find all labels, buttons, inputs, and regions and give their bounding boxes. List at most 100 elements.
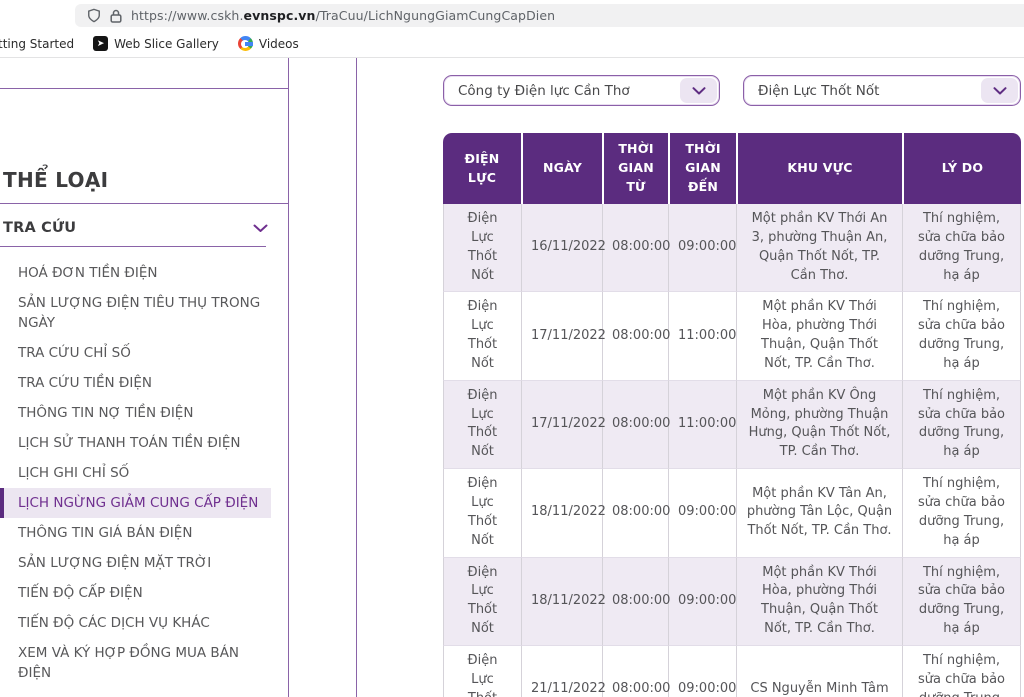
cell-ngay: 18/11/2022 <box>521 557 606 646</box>
cell-dien-luc: Điện Lực Thốt Nốt <box>443 645 521 697</box>
table-header-row: ĐIỆN LỰC NGÀY THỜI GIAN TỪ THỜI GIAN ĐẾN… <box>443 133 1021 204</box>
district-select-chevron[interactable] <box>981 78 1018 103</box>
cell-thoi-gian-den: 09:00:00 <box>668 204 736 293</box>
sidebar-item-label: TRA CỨU CHỈ SỐ <box>18 345 131 361</box>
cell-dien-luc: Điện Lực Thốt Nốt <box>443 204 521 293</box>
chevron-down-icon <box>692 86 705 94</box>
section-label: TRA CỨU <box>3 220 77 236</box>
cell-ngay: 17/11/2022 <box>521 292 606 381</box>
district-select[interactable]: Điện Lực Thốt Nốt <box>743 75 1021 106</box>
cell-khu-vuc: CS Nguyễn Minh Tâm <box>736 645 902 697</box>
table-row: Điện Lực Thốt Nốt 17/11/2022 08:00:00 11… <box>443 292 1021 381</box>
cell-thoi-gian-den: 09:00:00 <box>668 469 736 558</box>
content-divider <box>356 58 357 697</box>
sidebar-item[interactable]: SẢN LƯỢNG ĐIỆN MẶT TRỜI <box>0 548 271 578</box>
sidebar-item-label: LỊCH GHI CHỈ SỐ <box>18 465 130 481</box>
sidebar-heading: THỂ LOẠI <box>3 168 109 192</box>
sidebar-item-label: THÔNG TIN GIÁ BÁN ĐIỆN <box>18 525 193 541</box>
sidebar-item-label: THÔNG TIN NỢ TIỀN ĐIỆN <box>18 405 194 421</box>
sidebar-section-tra-cuu[interactable]: TRA CỨU <box>3 220 268 236</box>
cell-ngay: 21/11/2022 <box>521 645 606 697</box>
sidebar-item-label: XEM VÀ KÝ HỢP ĐỒNG MUA BÁN ĐIỆN <box>18 645 240 681</box>
table-row: Điện Lực Thốt Nốt 18/11/2022 08:00:00 09… <box>443 557 1021 646</box>
sidebar-item[interactable]: TRA CỨU TIỀN ĐIỆN <box>0 368 271 398</box>
cell-khu-vuc: Một phần KV Ông Mỏng, phường Thuận Hưng,… <box>736 380 902 470</box>
sidebar-item[interactable]: THÔNG TIN GIÁ BÁN ĐIỆN <box>0 518 271 548</box>
chevron-down-icon <box>253 224 268 232</box>
lock-icon <box>110 9 122 23</box>
cell-ly-do: Thí nghiệm, sửa chữa bảo dưỡng Trung, hạ… <box>902 292 1021 381</box>
divider <box>0 203 288 204</box>
google-icon <box>237 36 253 51</box>
bookmark-videos[interactable]: Videos <box>232 36 305 51</box>
browser-toolbar: https://www.cskh.evnspc.vn/TraCuu/LichNg… <box>0 0 1024 30</box>
cell-dien-luc: Điện Lực Thốt Nốt <box>443 292 521 381</box>
cell-thoi-gian-tu: 08:00:00 <box>602 557 670 646</box>
sidebar-item-label: TIẾN ĐỘ CÁC DỊCH VỤ KHÁC <box>18 615 210 631</box>
sidebar-item[interactable]: XEM VÀ KÝ HỢP ĐỒNG MUA BÁN ĐIỆN <box>0 638 271 688</box>
cell-ly-do: Thí nghiệm, sửa chữa bảo dưỡng Trung, hạ… <box>902 204 1021 293</box>
sidebar-item[interactable]: LỊCH NGỪNG GIẢM CUNG CẤP ĐIỆN <box>0 488 271 518</box>
sidebar-item-label: HOÁ ĐƠN TIỀN ĐIỆN <box>18 265 158 281</box>
bookmarks-bar: tting Started ➤ Web Slice Gallery Videos <box>0 30 1024 58</box>
sidebar-item-label: TRA CỨU TIỀN ĐIỆN <box>18 375 153 391</box>
bookmark-web-slice-gallery[interactable]: ➤ Web Slice Gallery <box>87 36 225 51</box>
header-thoi-gian-den: THỜI GIAN ĐẾN <box>668 133 736 204</box>
cell-dien-luc: Điện Lực Thốt Nốt <box>443 380 521 470</box>
cell-dien-luc: Điện Lực Thốt Nốt <box>443 557 521 646</box>
sidebar-item[interactable]: LỊCH SỬ THANH TOÁN TIỀN ĐIỆN <box>0 428 271 458</box>
cell-thoi-gian-tu: 08:00:00 <box>602 380 670 470</box>
table-row: Điện Lực Thốt Nốt 21/11/2022 08:00:00 09… <box>443 645 1021 697</box>
url-text: https://www.cskh.evnspc.vn/TraCuu/LichNg… <box>131 8 556 23</box>
sidebar-item[interactable]: LỊCH GHI CHỈ SỐ <box>0 458 271 488</box>
url-domain: evnspc.vn <box>243 8 316 23</box>
cell-ly-do: Thí nghiệm, sửa chữa bảo dưỡng Trung, hạ… <box>902 557 1021 646</box>
cell-ly-do: Thí nghiệm, sửa chữa bảo dưỡng Trung, hạ… <box>902 469 1021 558</box>
sidebar-item-label: LỊCH SỬ THANH TOÁN TIỀN ĐIỆN <box>18 435 241 451</box>
chevron-down-icon <box>993 86 1006 94</box>
divider <box>0 246 266 247</box>
header-ngay: NGÀY <box>521 133 602 204</box>
sidebar-item-label: TIẾN ĐỘ CẤP ĐIỆN <box>18 585 143 601</box>
header-thoi-gian-tu: THỜI GIAN TỪ <box>602 133 668 204</box>
sidebar-item[interactable]: TIẾN ĐỘ CẤP ĐIỆN <box>0 578 271 608</box>
company-select-value: Công ty Điện lực Cần Thơ <box>458 82 630 99</box>
cell-khu-vuc: Một phần KV Thới Hòa, phường Thới Thuận,… <box>736 292 902 381</box>
cell-dien-luc: Điện Lực Thốt Nốt <box>443 469 521 558</box>
web-slice-icon: ➤ <box>93 36 109 51</box>
bookmark-label: tting Started <box>0 36 75 51</box>
header-ly-do: LÝ DO <box>902 133 1021 204</box>
cell-khu-vuc: Một phần KV Thới Hòa, phường Thới Thuận,… <box>736 557 902 646</box>
cell-ly-do: Thí nghiệm, sửa chữa bảo dưỡng Trung, hạ… <box>902 645 1021 697</box>
cell-ngay: 18/11/2022 <box>521 469 606 558</box>
shield-icon <box>88 8 100 23</box>
cell-ngay: 16/11/2022 <box>521 204 606 293</box>
cell-thoi-gian-den: 09:00:00 <box>668 557 736 646</box>
address-bar[interactable]: https://www.cskh.evnspc.vn/TraCuu/LichNg… <box>75 4 1024 27</box>
header-dien-luc: ĐIỆN LỰC <box>443 133 521 204</box>
header-khu-vuc: KHU VỰC <box>736 133 902 204</box>
cell-ngay: 17/11/2022 <box>521 380 606 470</box>
cell-thoi-gian-den: 11:00:00 <box>668 292 736 381</box>
table-body: Điện Lực Thốt Nốt 16/11/2022 08:00:00 09… <box>443 204 1021 697</box>
company-select-chevron[interactable] <box>680 78 717 103</box>
table-row: Điện Lực Thốt Nốt 17/11/2022 08:00:00 11… <box>443 380 1021 470</box>
sidebar-item[interactable]: TRA CỨU CHỈ SỐ <box>0 338 271 368</box>
sidebar-item[interactable]: THÔNG TIN NỢ TIỀN ĐIỆN <box>0 398 271 428</box>
cell-ly-do: Thí nghiệm, sửa chữa bảo dưỡng Trung, hạ… <box>902 380 1021 470</box>
table-row: Điện Lực Thốt Nốt 16/11/2022 08:00:00 09… <box>443 204 1021 293</box>
sidebar-item[interactable]: SẢN LƯỢNG ĐIỆN TIÊU THỤ TRONG NGÀY <box>0 288 271 338</box>
cell-thoi-gian-tu: 08:00:00 <box>602 469 670 558</box>
sidebar-item[interactable]: TIẾN ĐỘ CÁC DỊCH VỤ KHÁC <box>0 608 271 638</box>
sidebar-item[interactable]: HOÁ ĐƠN TIỀN ĐIỆN <box>0 258 271 288</box>
sidebar-menu: HOÁ ĐƠN TIỀN ĐIỆN SẢN LƯỢNG ĐIỆN TIÊU TH… <box>0 258 271 688</box>
district-select-value: Điện Lực Thốt Nốt <box>758 82 880 99</box>
sidebar-top-divider <box>0 88 288 89</box>
sidebar-item-label: SẢN LƯỢNG ĐIỆN TIÊU THỤ TRONG NGÀY <box>18 295 261 331</box>
company-select[interactable]: Công ty Điện lực Cần Thơ <box>443 75 720 106</box>
outage-schedule-table: ĐIỆN LỰC NGÀY THỜI GIAN TỪ THỜI GIAN ĐẾN… <box>443 133 1021 697</box>
sidebar-item-label: LỊCH NGỪNG GIẢM CUNG CẤP ĐIỆN <box>18 495 259 511</box>
cell-thoi-gian-tu: 08:00:00 <box>602 204 670 293</box>
bookmark-getting-started[interactable]: tting Started <box>0 37 80 51</box>
